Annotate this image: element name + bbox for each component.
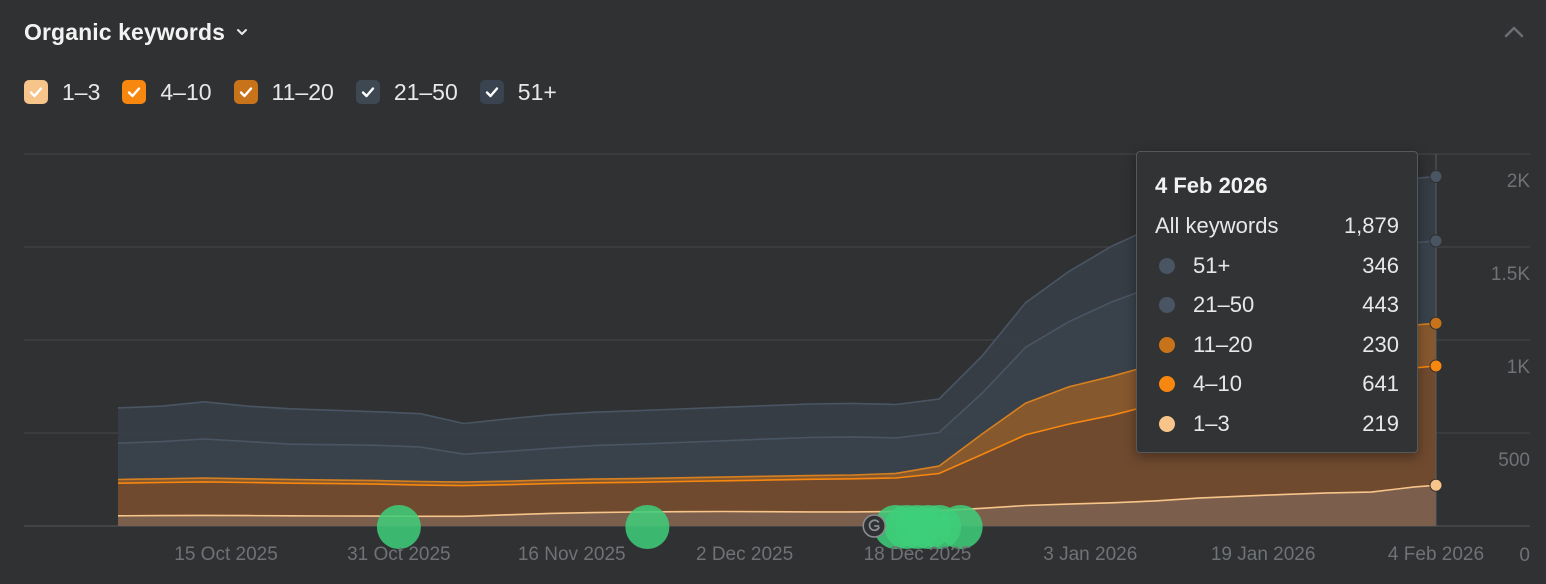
check-icon <box>128 87 141 98</box>
hover-marker <box>1429 170 1443 184</box>
area-1-3 <box>118 485 1436 526</box>
tooltip-date: 4 Feb 2026 <box>1155 173 1268 198</box>
y-tick-label: 1.5K <box>1491 264 1530 285</box>
tooltip-row: 51+ 346 <box>1155 246 1399 286</box>
hover-marker <box>1429 316 1443 330</box>
y-tick-label: 2K <box>1507 171 1531 192</box>
legend-label: 4–10 <box>160 78 212 105</box>
tooltip-series-dot <box>1159 257 1175 274</box>
check-icon <box>239 87 252 98</box>
legend-item-4[interactable]: 51+ <box>479 78 557 106</box>
tooltip-row: 21–50 443 <box>1155 286 1399 326</box>
series-line <box>117 484 1437 518</box>
legend-checkbox[interactable] <box>24 80 48 104</box>
x-tick-label: 19 Jan 2026 <box>1211 544 1316 565</box>
tooltip-all-keywords: All keywords 1,879 <box>1155 206 1399 246</box>
legend-item-1[interactable]: 4–10 <box>122 78 212 106</box>
tooltip-series-dot <box>1159 415 1175 432</box>
tooltip-row-value: 346 <box>1362 252 1399 278</box>
tooltip-all-value: 1,879 <box>1343 213 1399 238</box>
x-tick-label: 16 Nov 2025 <box>518 544 626 565</box>
legend-checkbox[interactable] <box>355 80 380 104</box>
tooltip-row-value: 443 <box>1362 292 1399 318</box>
legend-label: 11–20 <box>271 78 334 105</box>
legend-checkbox[interactable] <box>122 80 147 104</box>
legend-label: 51+ <box>517 78 557 105</box>
check-icon <box>485 87 498 98</box>
legend-label: 21–50 <box>393 78 458 105</box>
x-tick-label: 18 Dec 2025 <box>864 544 972 565</box>
tooltip-row: 4–10 641 <box>1155 365 1399 405</box>
tooltip-series-dot <box>1159 376 1175 393</box>
legend-checkbox[interactable] <box>233 80 258 104</box>
check-icon <box>361 87 375 98</box>
chevron-up-icon <box>1504 26 1524 38</box>
chart-title-dropdown[interactable]: Organic keywords <box>24 14 249 50</box>
tooltip-row: 11–20 230 <box>1155 325 1399 365</box>
legend-item-3[interactable]: 21–50 <box>355 78 458 106</box>
x-tick-label: 31 Oct 2025 <box>347 544 451 565</box>
x-tick-label: 2 Dec 2025 <box>696 544 793 565</box>
y-tick-label: 1K <box>1507 357 1531 378</box>
tooltip-row-label: 51+ <box>1193 252 1231 278</box>
x-tick-label: 3 Jan 2026 <box>1043 544 1137 565</box>
tooltip-row: 1–3 219 <box>1155 404 1399 444</box>
tooltip-series-dot <box>1159 297 1175 314</box>
tooltip-row-label: 4–10 <box>1193 371 1242 397</box>
tooltip-row-value: 230 <box>1362 331 1399 357</box>
check-icon <box>29 87 43 98</box>
event-marker <box>376 505 421 549</box>
legend-item-0[interactable]: 1–3 <box>24 79 100 106</box>
event-marker <box>625 505 670 549</box>
tooltip-row-label: 21–50 <box>1193 292 1255 318</box>
tooltip-series-dot <box>1159 336 1175 353</box>
y-tick-label: 0 <box>1519 545 1530 566</box>
y-tick-label: 500 <box>1498 450 1530 471</box>
tooltip-all-label: All keywords <box>1155 213 1279 238</box>
tooltip-row-label: 11–20 <box>1193 331 1253 357</box>
tooltip-row-value: 219 <box>1362 410 1399 436</box>
series-legend: 1–3 4–10 11–20 21–50 51+ <box>24 76 579 108</box>
legend-item-2[interactable]: 11–20 <box>233 78 334 106</box>
hover-marker <box>1429 234 1443 248</box>
x-tick-label: 4 Feb 2026 <box>1388 544 1484 565</box>
x-tick-label: 15 Oct 2025 <box>174 544 278 565</box>
event-marker <box>938 505 983 549</box>
hover-tooltip: 4 Feb 2026 All keywords 1,879 51+ 346 21–5… <box>1136 151 1418 453</box>
legend-label: 1–3 <box>62 78 101 105</box>
tooltip-row-label: 1–3 <box>1193 410 1230 436</box>
collapse-button[interactable] <box>1500 18 1528 46</box>
hover-marker <box>1429 359 1443 373</box>
hover-marker <box>1429 478 1443 492</box>
legend-checkbox[interactable] <box>479 80 504 104</box>
google-g-glyph <box>868 519 881 532</box>
chevron-down-icon <box>237 29 248 35</box>
chart-title: Organic keywords <box>24 18 226 45</box>
tooltip-row-value: 641 <box>1362 371 1399 397</box>
